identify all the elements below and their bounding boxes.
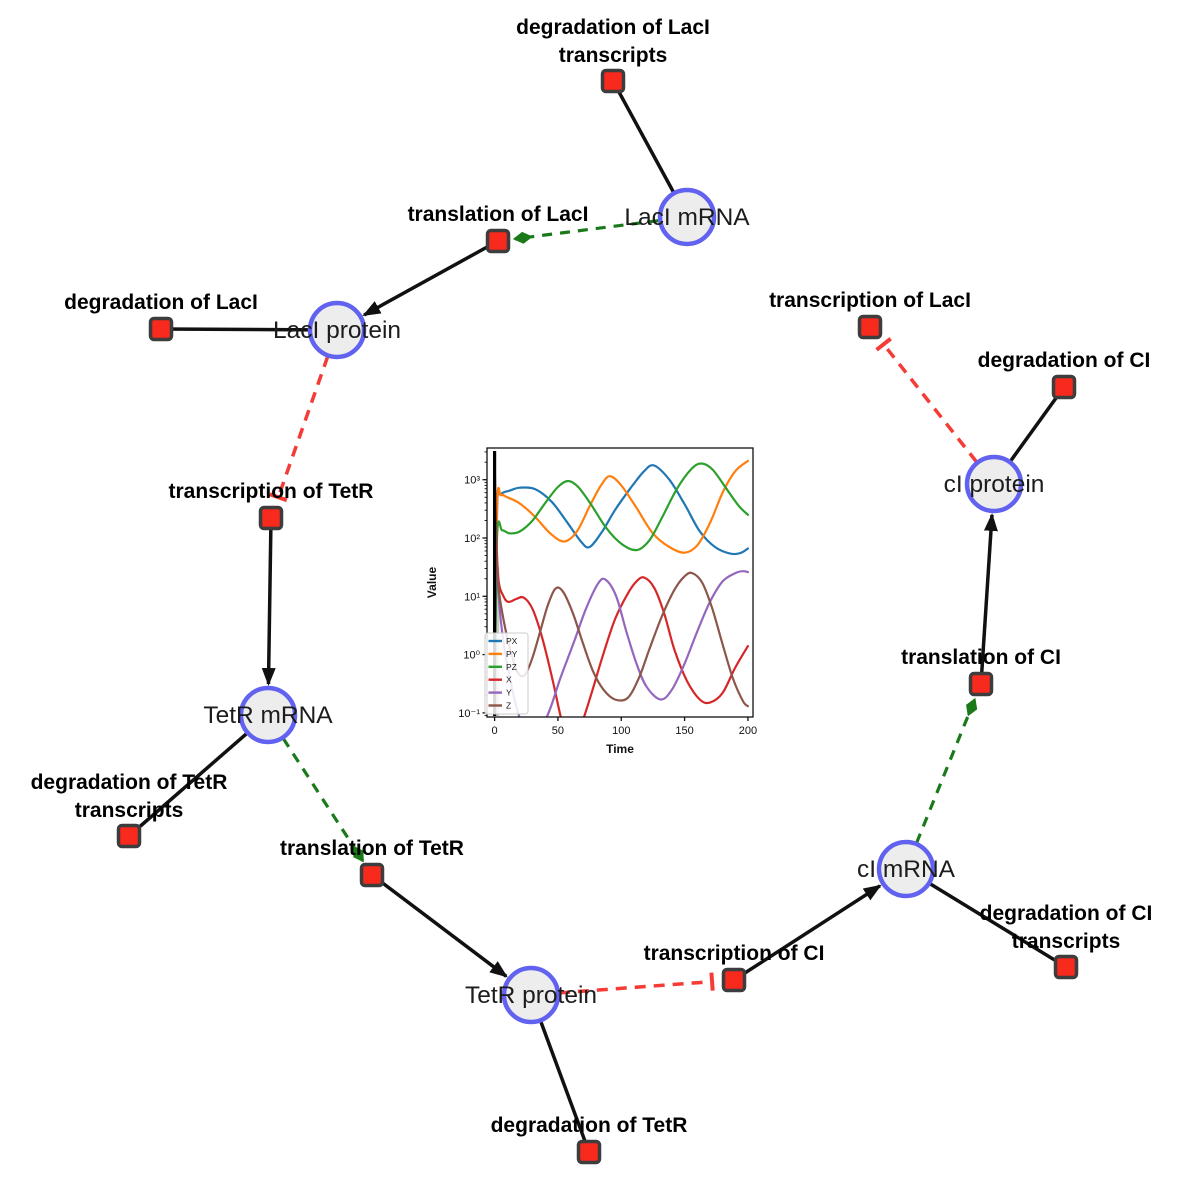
reaction-label-deg-tetr-tx-1: transcripts xyxy=(75,799,184,822)
x-tick-label-0: 0 xyxy=(492,725,498,737)
legend-label-X: X xyxy=(506,675,512,685)
reaction-label-deg-ci-tx-0: degradation of CI xyxy=(980,902,1153,925)
reaction-node-deg-tetr[interactable] xyxy=(576,1139,602,1165)
reaction-node-txn-tetr[interactable] xyxy=(258,505,284,531)
edge-inhibition-laci-protein-txn-tetr xyxy=(269,355,330,503)
reaction-node-txn-laci[interactable] xyxy=(857,314,883,340)
edge-inhibition-ci-protein-txn-laci xyxy=(875,337,979,464)
edge-product-txn-ci-ci-mrna xyxy=(733,884,882,982)
species-label-ci-mrna: cI mRNA xyxy=(857,856,956,883)
species-label-laci-mrna: LacI mRNA xyxy=(624,204,750,231)
edge-reactant-tetr-mrna-deg-tetr-tx xyxy=(127,713,270,838)
x-axis-label: Time xyxy=(606,742,634,756)
reaction-label-transl-tetr-0: translation of TetR xyxy=(280,837,464,860)
species-label-tetr-mrna: TetR mRNA xyxy=(203,702,333,729)
species-label-tetr-protein: TetR protein xyxy=(465,982,597,1009)
edge-reactant-ci-mrna-deg-ci-tx xyxy=(905,867,1067,969)
species-node-tetr-mrna[interactable] xyxy=(238,685,298,745)
plot-series-PZ xyxy=(493,462,749,704)
reaction-label-deg-tetr-tx-0: degradation of TetR xyxy=(31,771,228,794)
edge-product-txn-tetr-tetr-mrna xyxy=(261,517,276,687)
nodes-layer xyxy=(116,68,1079,1165)
plot-series-X xyxy=(493,452,749,717)
y-tick-label-10e1: 10¹ xyxy=(464,591,480,603)
edges-layer xyxy=(127,80,1067,1153)
y-tick-label-10e-1: 10⁻¹ xyxy=(458,708,480,720)
reaction-label-txn-laci-0: transcription of LacI xyxy=(769,289,971,312)
edge-reactant-laci-protein-deg-laci xyxy=(160,327,338,332)
reaction-label-txn-tetr-0: transcription of TetR xyxy=(169,480,374,503)
reaction-label-deg-tetr-0: degradation of TetR xyxy=(491,1114,688,1137)
reaction-label-transl-ci-0: translation of CI xyxy=(901,646,1061,669)
reaction-node-transl-laci[interactable] xyxy=(485,228,511,254)
x-tick-label-150: 150 xyxy=(675,725,693,737)
legend-label-Y: Y xyxy=(506,688,512,698)
plot-legend: PX PY PZ XYZ xyxy=(484,632,529,715)
species-node-ci-mrna[interactable] xyxy=(876,839,936,899)
reaction-label-deg-ci-tx-1: transcripts xyxy=(1012,930,1121,953)
species-label-ci-protein: cI protein xyxy=(944,471,1045,498)
reaction-node-deg-ci[interactable] xyxy=(1051,374,1077,400)
edge-product-transl-laci-laci-protein xyxy=(362,239,499,317)
plot-curves xyxy=(493,452,749,717)
edge-modifier-tetr-mrna-transl-tetr xyxy=(281,737,365,863)
species-node-tetr-protein[interactable] xyxy=(501,965,561,1025)
reaction-label-deg-laci-0: degradation of LacI xyxy=(64,291,258,314)
x-tick-label-200: 200 xyxy=(739,725,757,737)
legend-label-PZ: PZ xyxy=(506,662,517,672)
plot-series-PX xyxy=(493,464,749,704)
reaction-label-transl-laci-0: translation of LacI xyxy=(408,203,589,226)
plot-series-PY xyxy=(493,459,749,704)
reaction-node-deg-ci-tx[interactable] xyxy=(1053,954,1079,980)
plot-series-Y xyxy=(493,452,749,717)
reaction-node-deg-laci[interactable] xyxy=(148,316,174,342)
reaction-label-txn-ci-0: transcription of CI xyxy=(644,942,825,965)
simulation-plot: 0 50 100 150 20010³10²10¹10⁰10⁻¹TimeValuePXP… xyxy=(425,447,757,756)
reaction-node-transl-ci[interactable] xyxy=(968,671,994,697)
species-node-laci-mrna[interactable] xyxy=(657,187,717,247)
species-node-laci-protein[interactable] xyxy=(307,300,367,360)
legend-label-Z: Z xyxy=(506,701,511,711)
y-axis-label: Value xyxy=(425,567,439,599)
reaction-node-transl-tetr[interactable] xyxy=(359,862,385,888)
edge-inhibition-tetr-protein-txn-ci xyxy=(558,972,715,995)
y-tick-label-10e0: 10⁰ xyxy=(463,650,480,662)
legend-label-PX: PX xyxy=(506,636,518,646)
edge-modifier-ci-mrna-transl-ci xyxy=(915,697,978,844)
edge-modifier-laci-mrna-transl-laci xyxy=(512,218,660,244)
reaction-label-deg-laci-tx-1: transcripts xyxy=(559,44,668,67)
plot-series-Z xyxy=(493,452,749,708)
x-tick-label-100: 100 xyxy=(612,725,630,737)
labels-layer: LacI mRNA LacI protein cI protein TetR mRNA… xyxy=(31,16,1153,1137)
y-tick-label-10e2: 10² xyxy=(464,533,480,545)
edge-product-transl-ci-ci-protein xyxy=(979,512,998,685)
reaction-node-deg-laci-tx[interactable] xyxy=(600,68,626,94)
species-label-laci-protein: LacI protein xyxy=(273,317,401,344)
species-node-ci-protein[interactable] xyxy=(964,454,1024,514)
legend-label-PY: PY xyxy=(506,649,518,659)
plot-frame xyxy=(486,447,754,718)
y-tick-label-10e3: 10³ xyxy=(464,475,480,487)
x-tick-label-50: 50 xyxy=(552,725,564,737)
reaction-label-deg-ci-0: degradation of CI xyxy=(978,349,1151,372)
reaction-node-txn-ci[interactable] xyxy=(721,967,747,993)
reaction-node-deg-tetr-tx[interactable] xyxy=(116,823,142,849)
reaction-label-deg-laci-tx-0: degradation of LacI xyxy=(516,16,710,39)
edge-product-transl-tetr-tetr-protein xyxy=(370,873,508,978)
